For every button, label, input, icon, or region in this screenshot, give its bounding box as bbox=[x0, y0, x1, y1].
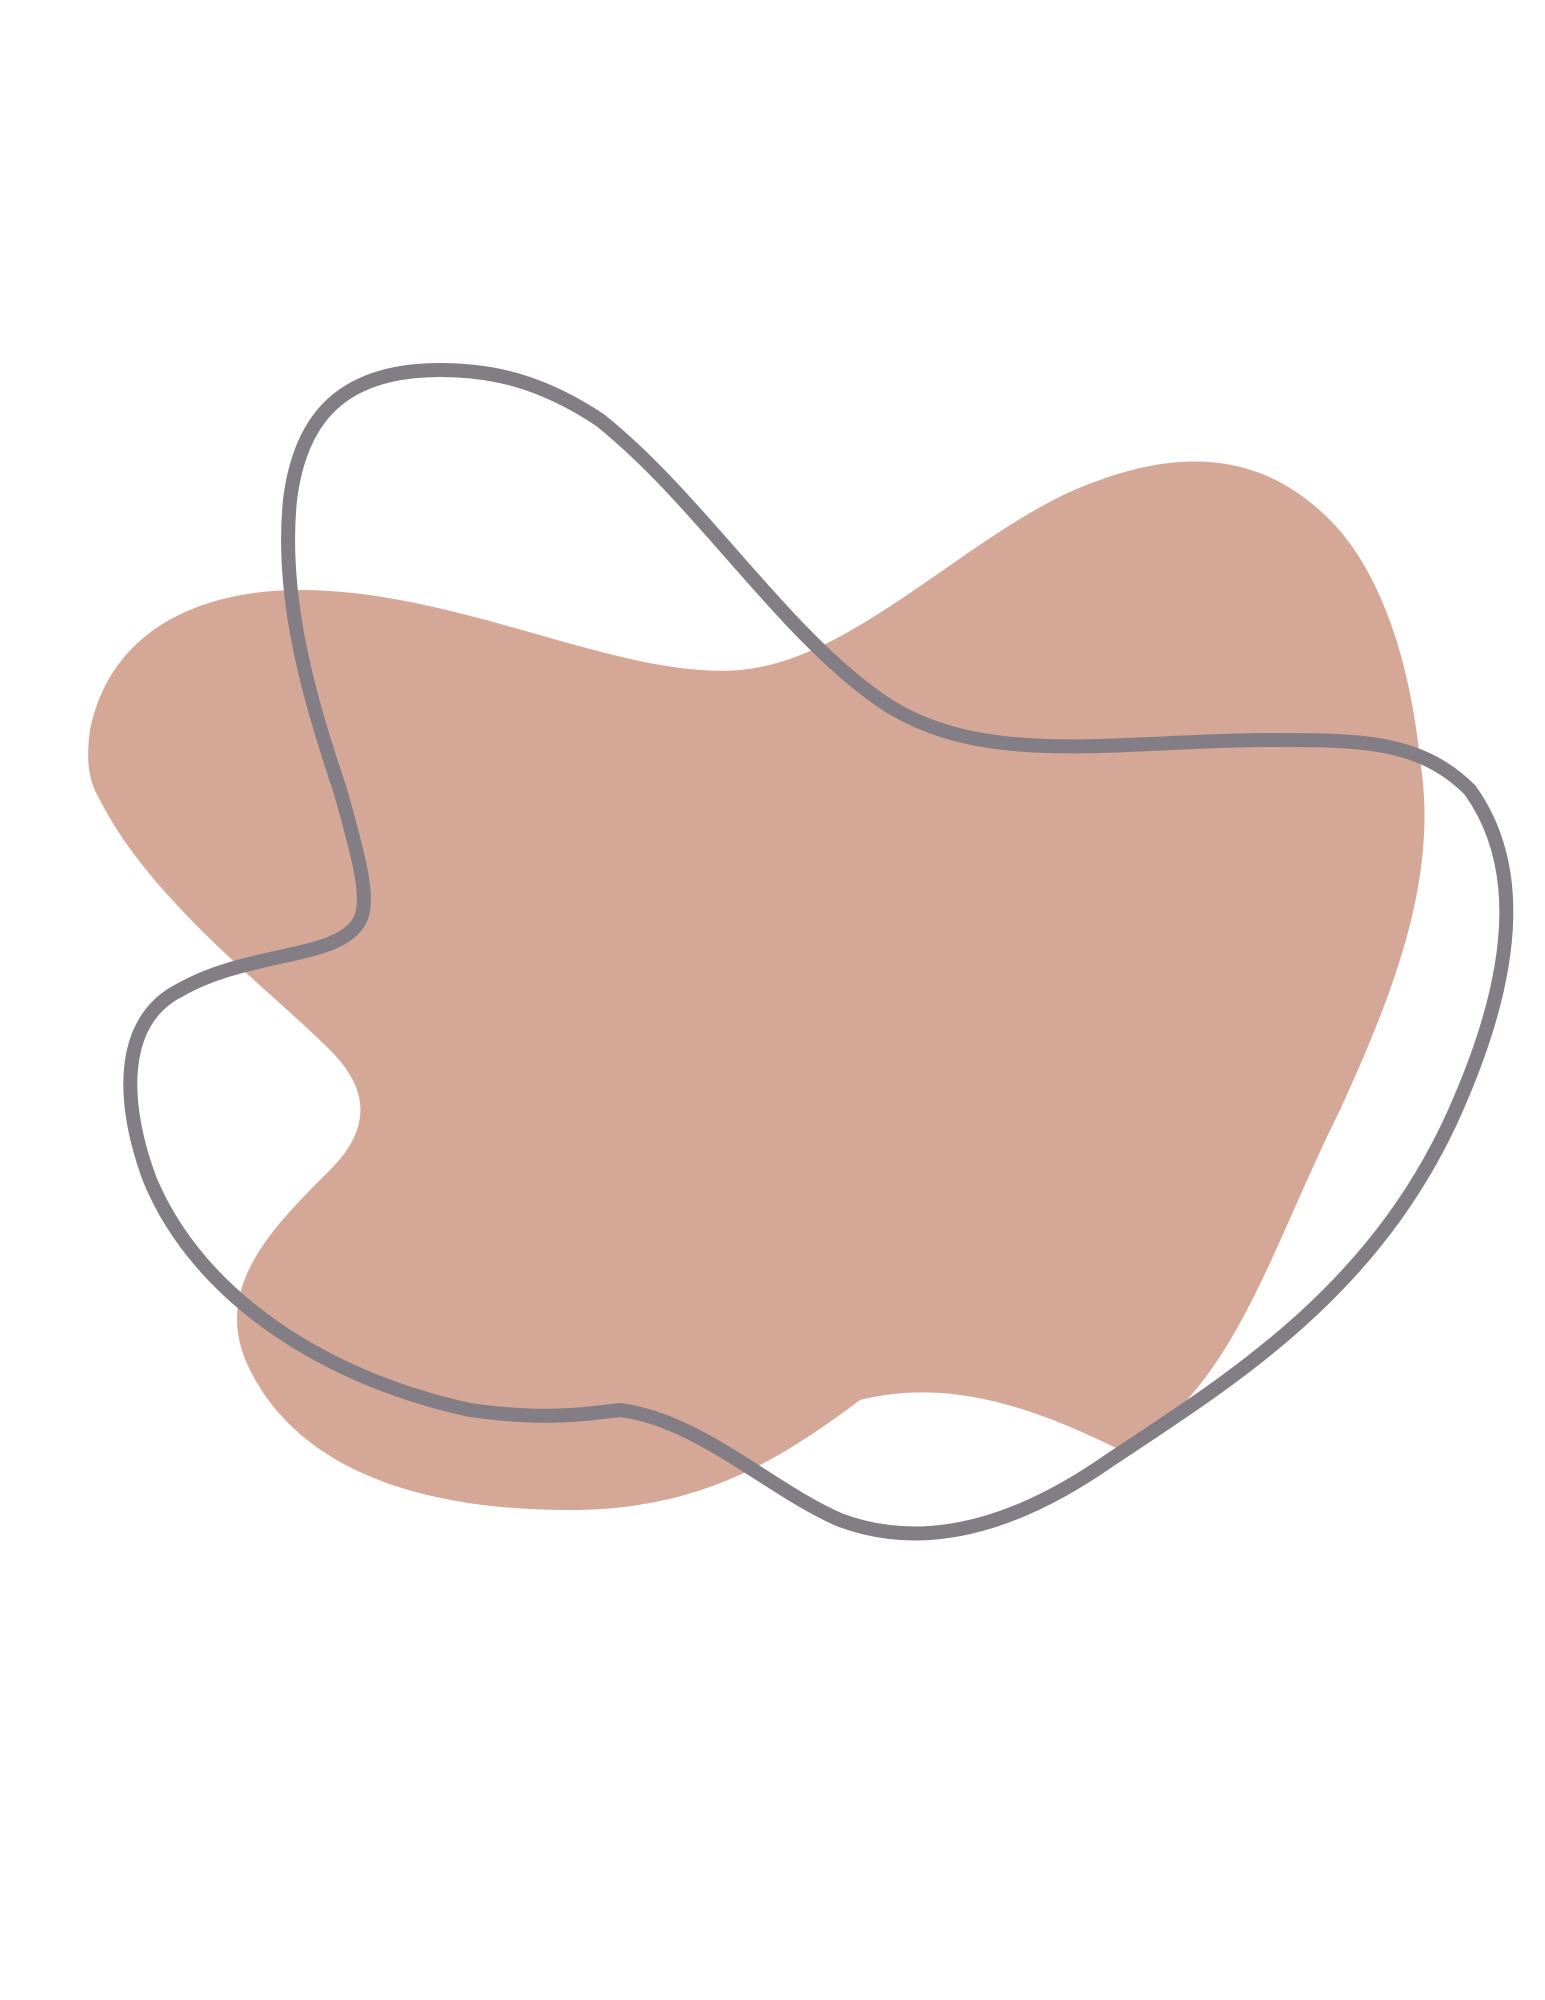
outline-blob-shape bbox=[123, 363, 1514, 1541]
filled-blob-shape bbox=[88, 461, 1425, 1511]
